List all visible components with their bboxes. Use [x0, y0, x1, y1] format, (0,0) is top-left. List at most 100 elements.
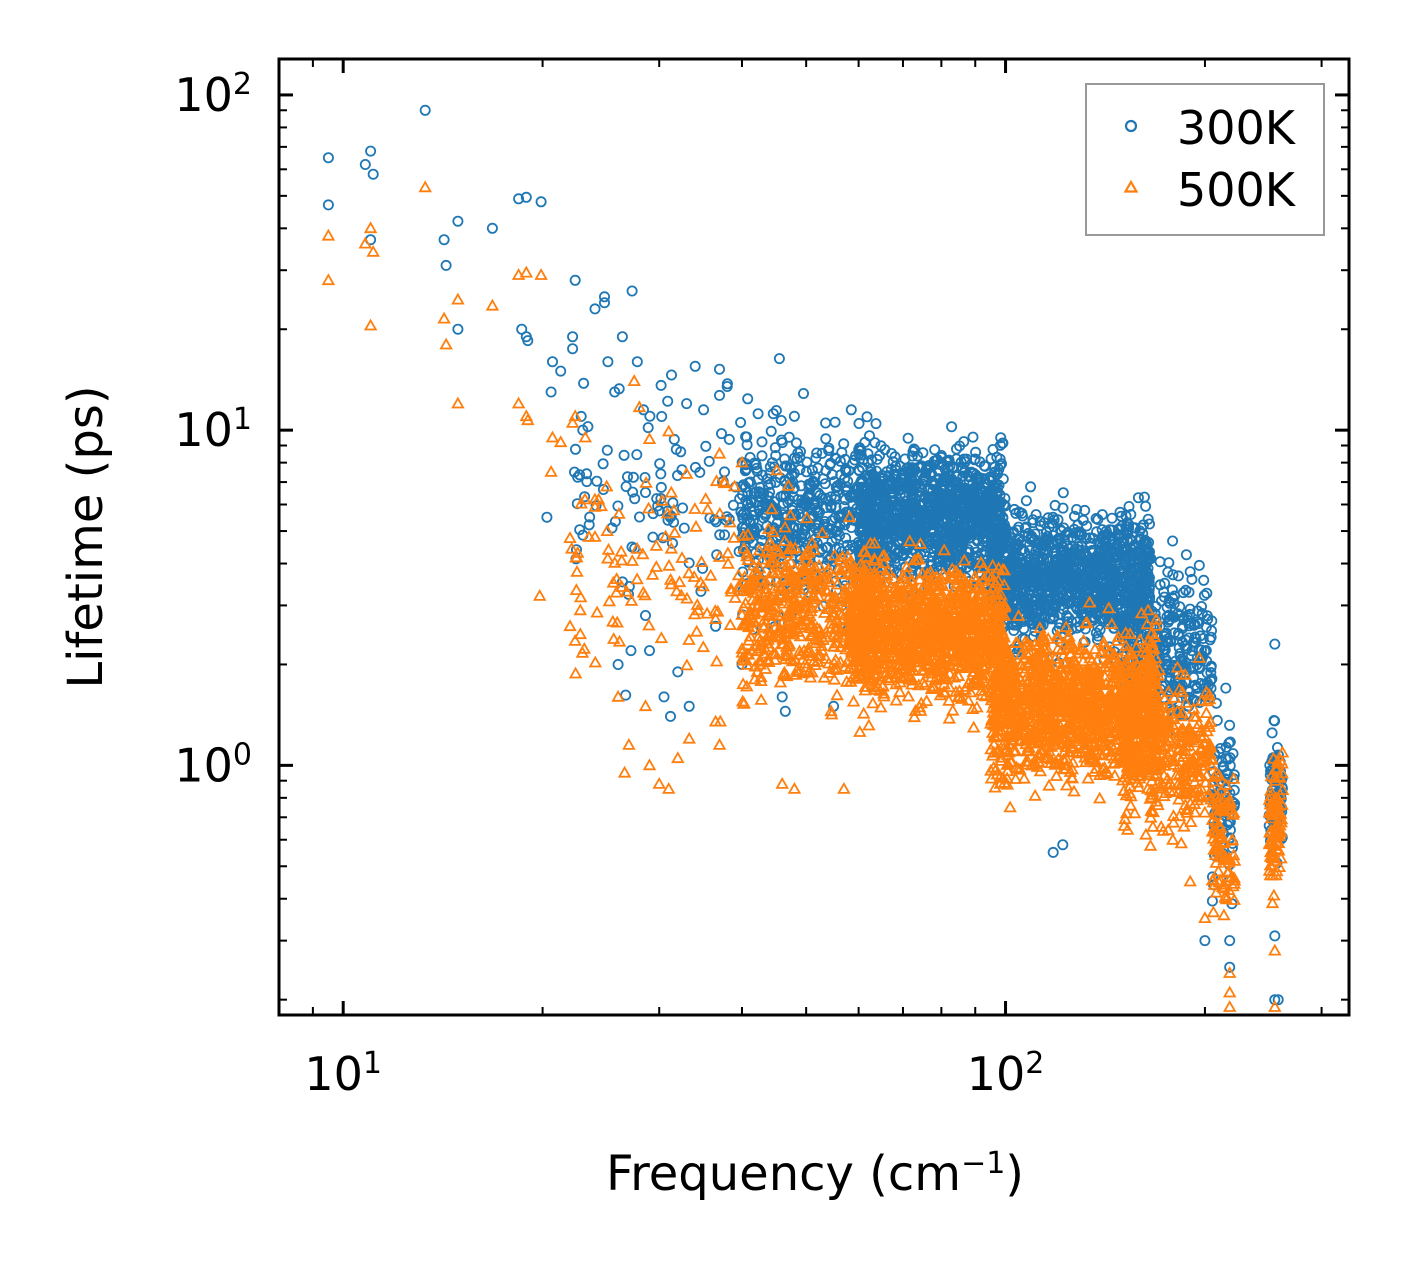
data-point-300k [861, 526, 873, 538]
data-point-300k [933, 556, 945, 568]
data-point-300k [798, 387, 810, 399]
data-point-300k [967, 478, 979, 490]
data-point-300k [751, 522, 763, 534]
data-point-300k [767, 501, 779, 513]
data-point-300k [871, 453, 883, 465]
data-point-300k [762, 479, 774, 491]
data-point-300k [855, 449, 867, 461]
data-point-300k [864, 430, 876, 442]
data-point-300k [908, 484, 920, 496]
data-point-300k [921, 516, 933, 528]
data-point-300k [919, 490, 931, 502]
data-point-300k [999, 492, 1011, 504]
data-point-300k [634, 511, 646, 523]
data-point-300k [894, 489, 906, 501]
data-point-300k [938, 523, 950, 535]
data-point-300k [654, 458, 666, 470]
data-point-300k [860, 519, 872, 531]
data-point-300k [924, 467, 936, 479]
data-point-300k [967, 431, 979, 443]
data-point-300k [949, 493, 961, 505]
data-point-300k [735, 416, 747, 428]
data-point-300k [678, 522, 690, 534]
data-point-300k [753, 505, 765, 517]
data-point-300k [907, 446, 919, 458]
data-point-300k [814, 489, 826, 501]
data-point-300k [940, 470, 952, 482]
data-point-300k [935, 501, 947, 513]
data-point-300k [989, 466, 1001, 478]
data-point-300k [574, 469, 586, 481]
data-point-300k [842, 475, 854, 487]
data-point-300k [868, 515, 880, 527]
data-point-300k [740, 495, 752, 507]
data-point-300k [667, 537, 679, 549]
data-point-300k [937, 480, 949, 492]
data-point-300k [876, 479, 888, 491]
data-point-300k [578, 377, 590, 389]
data-point-300k [775, 414, 787, 426]
data-point-300k [970, 546, 982, 558]
data-point-300k [841, 539, 853, 551]
data-point-300k [826, 515, 838, 527]
data-point-300k [804, 513, 816, 525]
data-point-300k [950, 453, 962, 465]
data-point-300k [826, 523, 838, 535]
data-point-300k [883, 478, 895, 490]
data-point-300k [830, 501, 842, 513]
data-point-300k [627, 471, 639, 483]
data-point-300k [943, 527, 955, 539]
data-point-300k [792, 523, 804, 535]
data-point-300k [764, 467, 776, 479]
data-point-300k [954, 440, 966, 452]
data-point-300k [953, 523, 965, 535]
data-point-300k [906, 478, 918, 490]
data-point-300k [601, 444, 613, 456]
data-point-300k [750, 486, 762, 498]
data-point-300k [950, 479, 962, 491]
data-point-300k [961, 551, 973, 563]
data-point-300k [756, 436, 768, 448]
data-point-300k [902, 432, 914, 444]
data-point-300k [796, 532, 808, 544]
data-point-300k [970, 446, 982, 458]
data-point-300k [816, 447, 828, 459]
data-point-300k [825, 551, 837, 563]
data-point-300k [974, 506, 986, 518]
data-point-300k [962, 470, 974, 482]
data-point-300k [584, 511, 596, 523]
data-point-300k [655, 481, 667, 493]
data-point-300k [714, 529, 726, 541]
data-point-300k [947, 461, 959, 473]
data-point-300k [823, 442, 835, 454]
data-point-300k [869, 437, 881, 449]
data-point-300k [820, 433, 832, 445]
data-point-300k [853, 417, 865, 429]
data-point-300k [618, 449, 630, 461]
data-point-300k [899, 472, 911, 484]
data-point-300k [909, 464, 921, 476]
data-point-300k [785, 462, 797, 474]
data-point-300k [927, 485, 939, 497]
data-point-300k [940, 545, 952, 557]
data-point-300k [829, 512, 841, 524]
data-point-300k [856, 462, 868, 474]
data-point-300k [939, 475, 951, 487]
data-point-300k [656, 410, 668, 422]
data-point-300k [972, 551, 984, 563]
data-point-300k [740, 431, 752, 443]
data-point-300k [840, 532, 852, 544]
data-point-300k [834, 529, 846, 541]
data-point-300k [946, 421, 958, 433]
data-point-300k [723, 513, 735, 525]
data-point-300k [666, 369, 678, 381]
data-point-300k [657, 532, 669, 544]
data-point-300k [727, 499, 739, 511]
data-point-300k [639, 471, 651, 483]
data-point-300k [653, 505, 665, 517]
data-point-300k [854, 442, 866, 454]
data-point-300k [806, 464, 818, 476]
data-point-300k [996, 437, 1008, 449]
data-point-300k [830, 453, 842, 465]
data-point-300k [764, 486, 776, 498]
